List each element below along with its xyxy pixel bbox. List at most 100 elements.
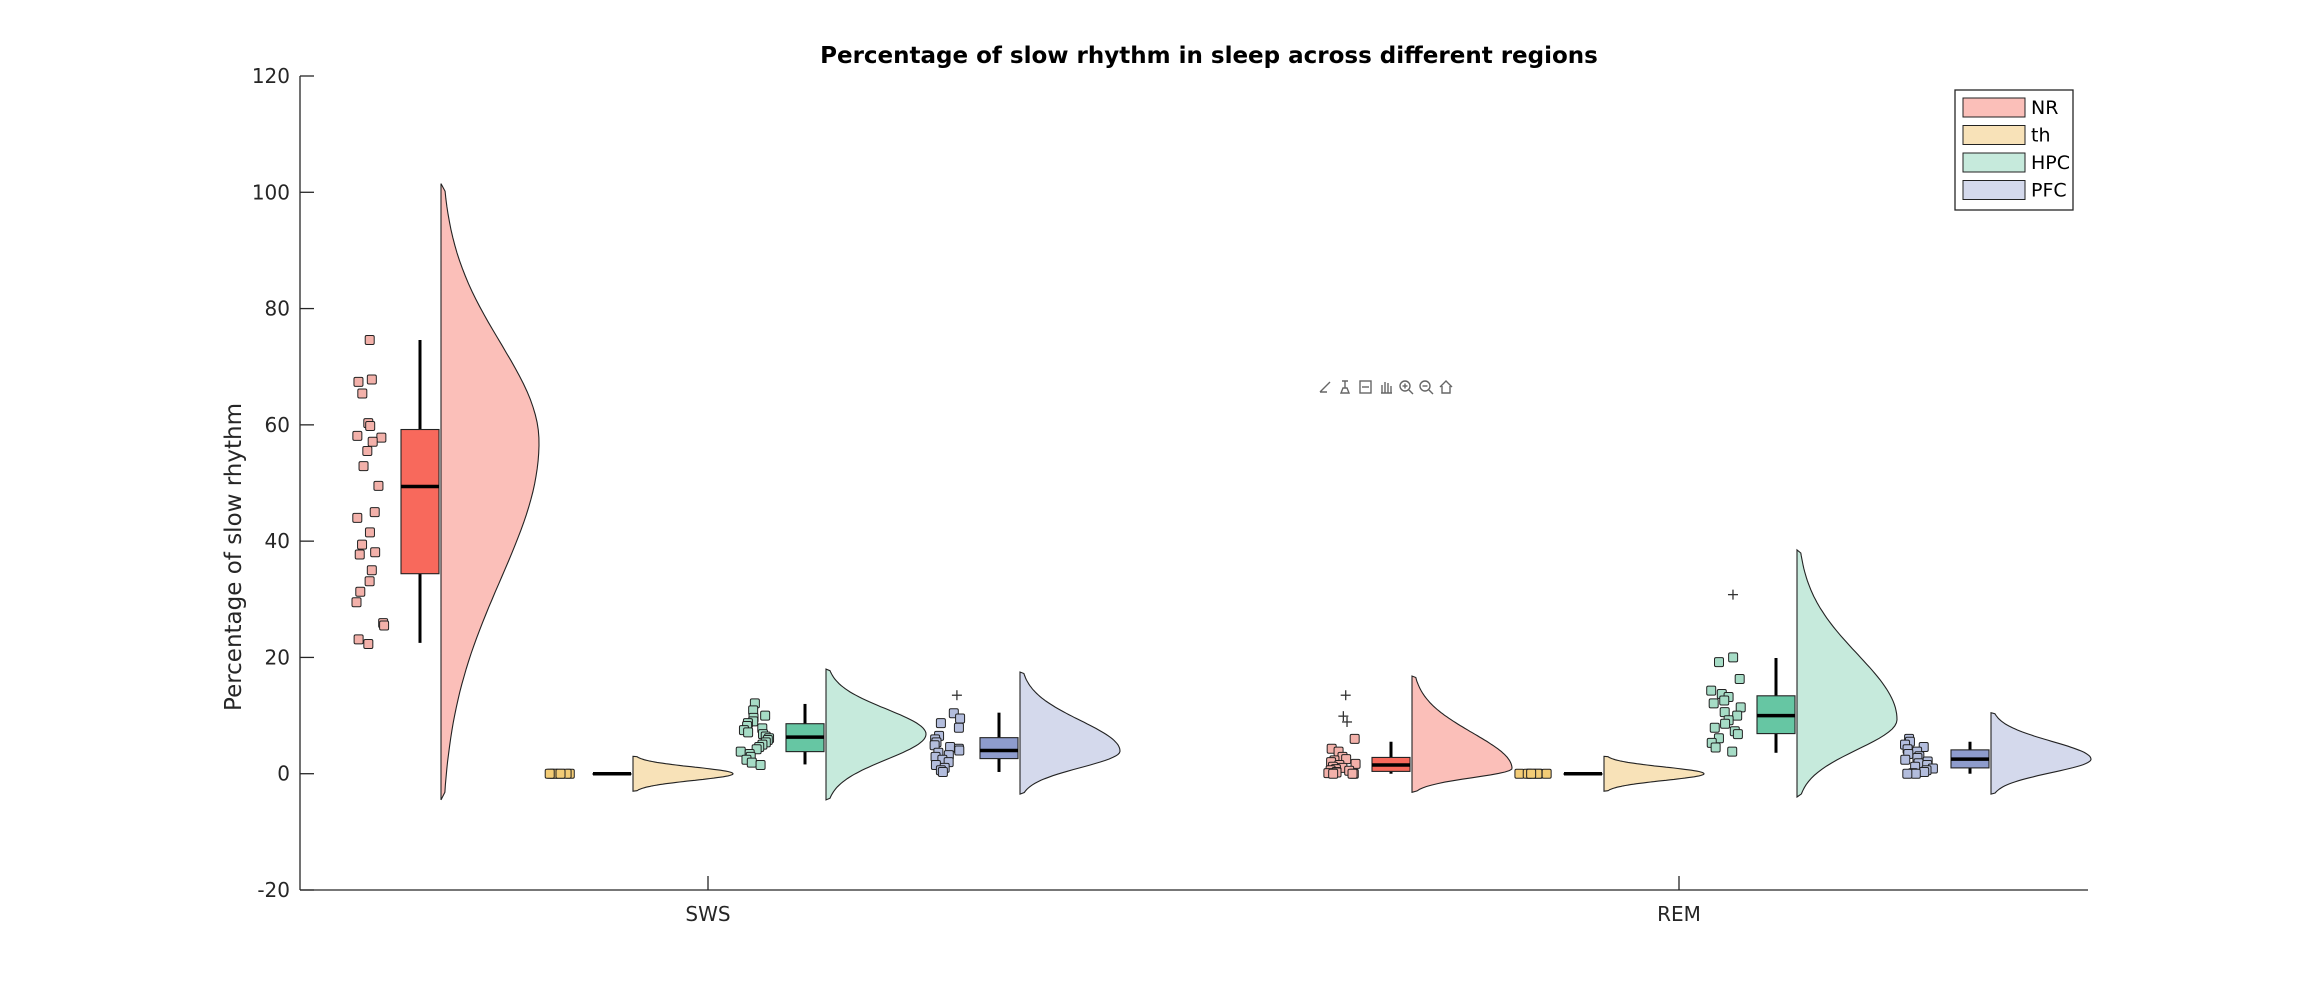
data-point	[1349, 733, 1360, 744]
data-point	[357, 539, 368, 550]
x-tick-label: SWS	[685, 902, 730, 926]
outlier-marker	[951, 690, 962, 701]
data-point	[379, 620, 390, 631]
plot-area[interactable]	[351, 183, 2092, 801]
y-tick-label: 60	[265, 413, 290, 437]
legend-label: NR	[2031, 97, 2058, 119]
data-point	[355, 586, 366, 597]
raincloud-HPC-SWS[interactable]	[735, 668, 927, 801]
datatip-select-icon[interactable]	[1359, 380, 1372, 394]
data-point	[366, 565, 377, 576]
y-tick-label: -20	[257, 878, 290, 902]
outlier-marker	[1342, 716, 1353, 727]
data-point	[544, 768, 555, 779]
data-point	[1526, 768, 1537, 779]
legend-item-nr[interactable]: NR	[1962, 97, 2058, 119]
box-NR	[400, 428, 440, 575]
zoom-in-icon[interactable]	[1399, 380, 1414, 395]
data-point	[755, 759, 766, 770]
data-point	[555, 768, 566, 779]
outlier-marker	[1340, 690, 1351, 701]
select-shape	[1359, 380, 1372, 394]
data-tips-icon[interactable]	[1339, 380, 1351, 394]
data-point	[746, 757, 757, 768]
chart-title: Percentage of slow rhythm in sleep acros…	[820, 43, 1598, 69]
lens	[1399, 380, 1411, 392]
data-point	[1732, 710, 1743, 721]
data-point	[1709, 722, 1720, 733]
data-point	[935, 718, 946, 729]
data-point	[362, 446, 373, 457]
y-axis-label: Percentage of slow rhythm	[221, 403, 247, 711]
data-point	[376, 432, 387, 443]
cloud-HPC	[825, 668, 927, 801]
raincloud-th-SWS[interactable]	[544, 755, 734, 792]
handle	[1408, 389, 1414, 395]
tip-shape	[1339, 380, 1351, 394]
raincloud-PFC-SWS[interactable]	[929, 671, 1121, 795]
y-tick-label: 120	[252, 64, 290, 88]
data-point	[1902, 768, 1913, 779]
axes: -20 0 20 40 60 80 100 120 SWS REM	[252, 64, 2088, 926]
data-point	[1706, 685, 1717, 696]
zoom-out-icon[interactable]	[1419, 380, 1434, 395]
cloud-NR	[440, 183, 540, 801]
raincloud-NR-REM[interactable]	[1323, 675, 1513, 794]
home-icon[interactable]	[1439, 380, 1453, 394]
data-point	[1728, 652, 1739, 663]
data-point	[1734, 673, 1745, 684]
cloud-NR	[1411, 675, 1513, 794]
lens	[1419, 380, 1431, 392]
legend-label: PFC	[2031, 180, 2067, 202]
data-point	[364, 527, 375, 538]
data-point	[1710, 742, 1721, 753]
legend-item-hpc[interactable]: HPC	[1962, 152, 2070, 174]
pan-icon[interactable]	[1381, 382, 1392, 394]
data-point	[1727, 746, 1738, 757]
data-point	[357, 388, 368, 399]
legend[interactable]: NR th HPC PFC	[1954, 89, 2074, 211]
data-point	[1541, 768, 1552, 779]
hand-shape	[1381, 382, 1392, 394]
legend-label: HPC	[2031, 152, 2070, 174]
raincloud-PFC-REM[interactable]	[1900, 711, 2092, 795]
data-point	[365, 421, 376, 432]
data-point	[955, 713, 966, 724]
data-point	[354, 549, 365, 560]
raincloud-HPC-REM[interactable]	[1706, 548, 1898, 799]
legend-swatch	[1962, 125, 2026, 145]
data-point	[1714, 657, 1725, 668]
data-point	[1719, 695, 1730, 706]
data-point	[953, 722, 964, 733]
legend-label: th	[2031, 125, 2051, 147]
data-point	[1919, 766, 1930, 777]
data-point	[743, 727, 754, 738]
cloud-PFC	[1019, 671, 1121, 795]
data-point	[353, 634, 364, 645]
outlier-marker	[1727, 589, 1738, 600]
data-point	[1900, 754, 1911, 765]
cloud-th	[632, 755, 734, 792]
data-point	[352, 430, 363, 441]
data-point	[358, 461, 369, 472]
data-point	[366, 374, 377, 385]
house	[1439, 380, 1453, 394]
raincloud-th-REM[interactable]	[1514, 755, 1705, 792]
x-tick-label: REM	[1657, 902, 1701, 926]
axes-toolbar[interactable]	[1319, 380, 1453, 395]
legend-swatch	[1962, 180, 2026, 200]
y-tick-label: 80	[265, 297, 290, 321]
raincloud-NR-SWS[interactable]	[351, 183, 540, 801]
data-point	[1732, 729, 1743, 740]
legend-swatch	[1962, 97, 2026, 118]
legend-item-th[interactable]: th	[1962, 125, 2051, 147]
data-point	[367, 436, 378, 447]
box-PFC	[979, 737, 1019, 760]
data-point	[351, 597, 362, 608]
data-point	[1347, 768, 1358, 779]
brush-icon[interactable]	[1319, 381, 1331, 393]
data-point	[1514, 768, 1525, 779]
legend-item-pfc[interactable]: PFC	[1962, 180, 2067, 202]
data-point	[373, 480, 384, 491]
brush-shape	[1319, 381, 1331, 393]
